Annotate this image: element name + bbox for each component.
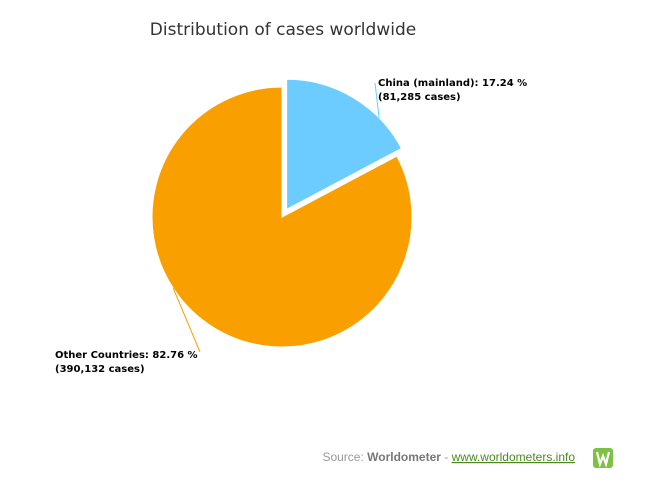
source-prefix: Source: xyxy=(322,450,363,464)
cases-label: (81,285 cases) xyxy=(378,92,461,103)
chart-title: Distribution of cases worldwide xyxy=(150,20,416,40)
source-name: Worldometer xyxy=(367,450,441,464)
logo-mark xyxy=(595,451,611,468)
source-url[interactable]: www.worldometers.info xyxy=(451,450,576,464)
cases-label: (390,132 cases) xyxy=(55,364,145,375)
connector xyxy=(172,287,201,353)
data-label: Other Countries: 82.76 % xyxy=(55,350,198,361)
source: Source: Worldometer - www.worldometers.i… xyxy=(322,450,575,464)
pie-slice xyxy=(151,86,413,348)
source-separator: - xyxy=(444,450,448,464)
connector xyxy=(374,82,380,118)
logo xyxy=(593,448,613,468)
data-label: China (mainland): 17.24 % xyxy=(378,78,527,89)
pie-slice xyxy=(286,78,403,211)
